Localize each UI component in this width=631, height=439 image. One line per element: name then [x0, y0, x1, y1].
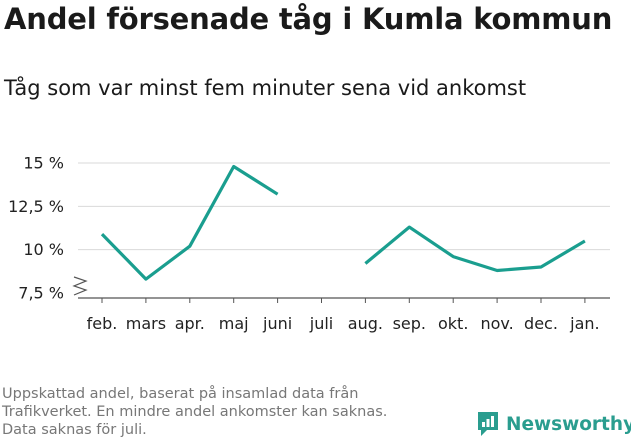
footnote-line: Data saknas för juli. [2, 422, 147, 438]
footnote-line: Trafikverket. En mindre andel ankomster … [2, 404, 388, 420]
x-tick-label: jan. [569, 314, 599, 333]
x-tick-label: okt. [438, 314, 468, 333]
x-tick-label: juni [262, 314, 292, 333]
x-tick-label: juli [309, 314, 333, 333]
chart-title: Andel försenade tåg i Kumla kommun [4, 2, 613, 36]
footnote: Uppskattad andel, baserat på insamlad da… [2, 385, 432, 439]
data-series [100, 164, 586, 281]
y-axis-tick-labels: 7,5 % 10 % 12,5 % 15 % [8, 154, 64, 303]
x-tick-label: mars [126, 314, 166, 333]
newsworthy-logo-icon [478, 412, 498, 436]
x-axis [72, 276, 610, 303]
x-axis-tick-labels: feb. mars apr. maj juni juli aug. sep. okt. nov. d… [87, 314, 600, 333]
series-line [364, 225, 586, 273]
data-point [276, 193, 279, 196]
series-line [100, 164, 279, 281]
data-point [144, 278, 147, 281]
grid-lines [78, 162, 610, 251]
chart-subtitle: Tåg som var minst fem minuter sena vid a… [4, 76, 527, 100]
x-tick-label: apr. [175, 314, 205, 333]
x-tick-label: dec. [524, 314, 558, 333]
y-axis-break-icon [72, 276, 88, 296]
x-tick-label: feb. [87, 314, 118, 333]
x-tick-label: sep. [393, 314, 426, 333]
y-tick-label: 7,5 % [18, 284, 64, 303]
data-point [101, 233, 104, 236]
brand-logo: Newsworthy [476, 409, 631, 439]
data-point [540, 266, 543, 269]
data-point [496, 269, 499, 272]
data-point [232, 165, 235, 168]
y-tick-label: 12,5 % [8, 197, 64, 216]
data-point [583, 240, 586, 243]
brand-name: Newsworthy [506, 413, 631, 435]
x-tick-label: aug. [348, 314, 383, 333]
data-point [364, 262, 367, 265]
data-point [408, 226, 411, 229]
footnote-line: Uppskattad andel, baserat på insamlad da… [2, 386, 359, 402]
x-tick-label: nov. [480, 314, 513, 333]
y-tick-label: 10 % [23, 240, 64, 259]
data-point [452, 255, 455, 258]
x-tick-label: maj [219, 314, 249, 333]
data-point [188, 245, 191, 248]
y-tick-label: 15 % [23, 154, 64, 173]
